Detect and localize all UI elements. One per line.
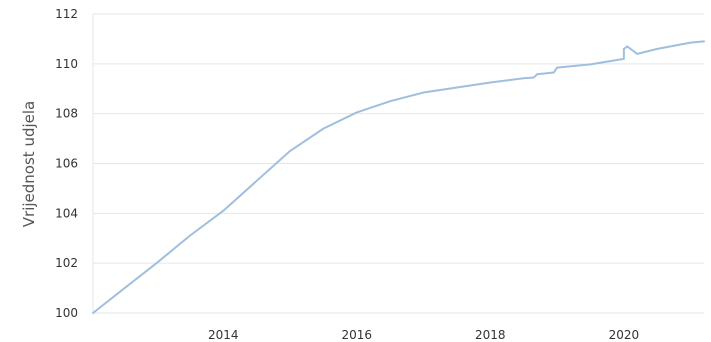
- y-tick-label: 100: [55, 306, 78, 320]
- x-tick-label: 2014: [208, 328, 239, 342]
- grid-layer: [92, 13, 704, 314]
- y-tick-label: 106: [55, 157, 78, 171]
- y-tick-label: 110: [55, 57, 78, 71]
- y-tick-label: 104: [55, 206, 78, 220]
- x-tick-label: 2016: [341, 328, 372, 342]
- x-tick-label: 2020: [609, 328, 640, 342]
- y-axis-title: Vrijednost udjela: [20, 101, 38, 227]
- x-axis-ticks: 2014 2016 2018 2020: [208, 328, 639, 342]
- series-line: [92, 40, 705, 314]
- y-tick-label: 102: [55, 256, 78, 270]
- y-tick-label: 112: [55, 7, 78, 21]
- y-tick-label: 108: [55, 107, 78, 121]
- x-tick-label: 2018: [475, 328, 506, 342]
- y-axis-ticks: 100 102 104 106 108 110 112: [55, 7, 78, 320]
